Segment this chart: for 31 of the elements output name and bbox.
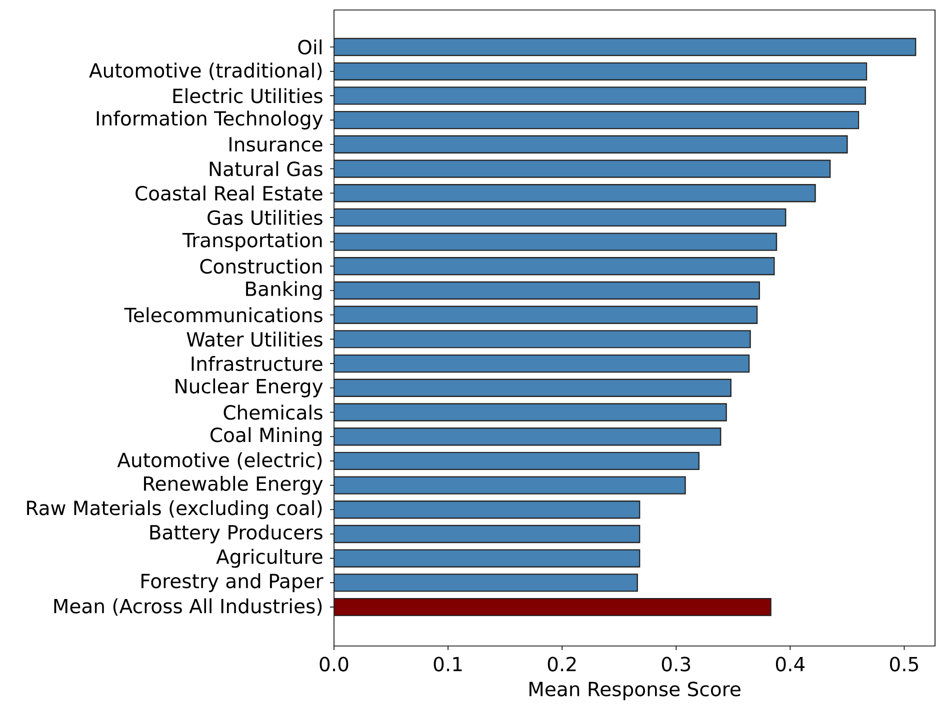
x-tick-label: 0.0 xyxy=(320,656,348,672)
y-tick-label: Transportation xyxy=(182,232,322,252)
y-tick-label: Forestry and Paper xyxy=(142,573,324,592)
y-tick-label: Water Utilities xyxy=(186,332,322,347)
y-tick-label: Oil xyxy=(298,40,322,55)
y-tick-label: Automotive (electric) xyxy=(117,452,322,470)
y-tick-label: Raw Materials (excluding coal) xyxy=(27,500,322,520)
y-tick-label: Infrastructure xyxy=(192,356,322,372)
y-tick-label: Natural Gas xyxy=(210,161,322,176)
x-axis-title: Mean Response Score xyxy=(530,682,740,700)
y-tick-label: Nuclear Energy xyxy=(176,378,323,398)
y-tick-label: Telecommunications xyxy=(124,307,322,323)
y-tick-label: Automotive (traditional) xyxy=(89,62,322,80)
y-tick-label: Agriculture xyxy=(216,549,322,568)
y-tick-label: Banking xyxy=(246,281,322,300)
y-tick-label: Mean (Across All Industries) xyxy=(54,598,322,616)
y-tick-label: Battery Producers xyxy=(150,524,322,544)
x-tick-label: 0.4 xyxy=(776,656,805,672)
x-tick-label: 0.2 xyxy=(548,656,576,672)
y-tick-label: Information Technology xyxy=(96,110,323,130)
x-tick-label: 0.1 xyxy=(434,656,462,672)
x-tick-label: 0.3 xyxy=(662,656,690,672)
y-tick-label: Electric Utilities xyxy=(173,88,322,104)
y-tick-label: Chemicals xyxy=(224,404,322,420)
y-tick-label: Construction xyxy=(200,258,322,274)
x-tick-label: 0.5 xyxy=(890,656,918,672)
y-tick-label: Gas Utilities xyxy=(208,210,322,226)
y-tick-label: Renewable Energy xyxy=(144,476,323,495)
y-tick-label: Coastal Real Estate xyxy=(136,186,322,201)
y-tick-label: Insurance xyxy=(230,137,322,152)
y-tick-label: Coal Mining xyxy=(210,427,322,446)
